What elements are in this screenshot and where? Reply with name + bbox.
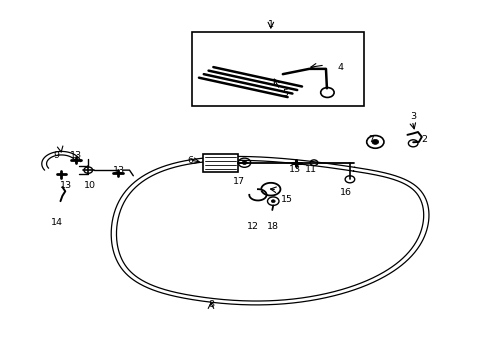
- Text: 6: 6: [187, 156, 193, 165]
- Text: 3: 3: [409, 112, 415, 121]
- Text: 16: 16: [339, 188, 351, 197]
- Text: 13: 13: [70, 151, 81, 160]
- Text: 12: 12: [246, 222, 259, 231]
- Text: 13: 13: [60, 181, 72, 190]
- Text: 8: 8: [207, 300, 214, 309]
- Text: 1: 1: [267, 20, 273, 29]
- Circle shape: [371, 139, 378, 144]
- Text: 10: 10: [84, 181, 96, 190]
- Text: 11: 11: [304, 165, 316, 174]
- Text: 15: 15: [280, 195, 292, 204]
- Bar: [191, 32, 364, 106]
- Text: 5: 5: [282, 89, 287, 98]
- Text: 14: 14: [51, 218, 62, 227]
- Circle shape: [271, 200, 275, 203]
- Text: 13: 13: [113, 166, 125, 175]
- Text: 7: 7: [367, 135, 373, 144]
- Text: 2: 2: [420, 135, 427, 144]
- Text: 13: 13: [288, 165, 300, 174]
- Text: 17: 17: [232, 177, 244, 186]
- Text: 18: 18: [267, 222, 279, 231]
- Bar: [203, 154, 237, 171]
- Text: 4: 4: [337, 63, 343, 72]
- Circle shape: [242, 161, 246, 165]
- Text: 9: 9: [54, 151, 60, 160]
